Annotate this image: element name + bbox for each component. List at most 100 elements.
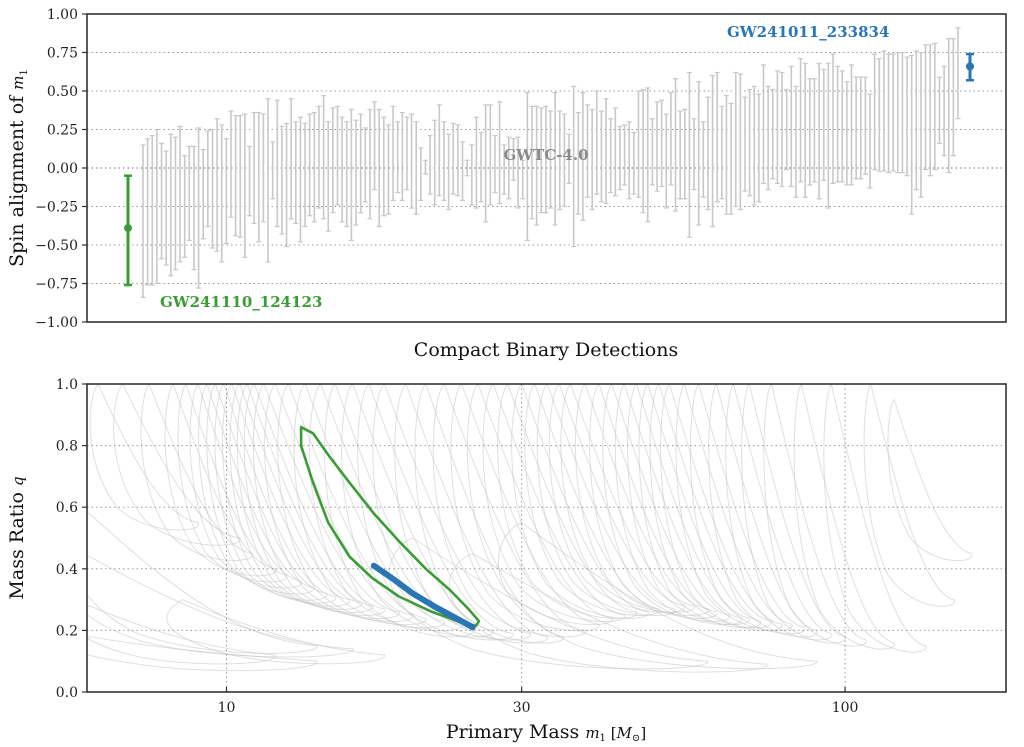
- catalog-contour: [372, 384, 531, 641]
- catalog-error-bar: [251, 111, 257, 225]
- catalog-error-bar: [617, 125, 623, 191]
- catalog-contour: [614, 384, 743, 626]
- spin-alignment-panel: −1.00 −0.75 −0.50 −0.25 0.00 0.25 0.50 0.75 1.00…: [6, 7, 1007, 361]
- catalog-error-bar: [932, 42, 938, 171]
- top-y-axis-symbol: m: [9, 76, 27, 90]
- catalog-error-bar: [362, 127, 368, 203]
- catalog-error-bar: [473, 116, 479, 209]
- median-marker: [966, 62, 974, 71]
- catalog-error-bar: [168, 133, 174, 277]
- catalog-contour: [87, 636, 318, 672]
- catalog-error-bar: [154, 128, 160, 285]
- catalog-error-bar: [862, 76, 868, 175]
- catalog-contour: [189, 384, 302, 589]
- catalog-contour: [389, 537, 709, 670]
- catalog-contour: [524, 384, 660, 616]
- catalog-error-bar: [645, 87, 651, 223]
- catalog-error-bar: [950, 38, 956, 157]
- highlight-low-error-bar: [124, 174, 132, 287]
- catalog-error-bar: [936, 76, 942, 144]
- bottom-x-axis-label: Primary Mass m1 [M⊙]: [446, 721, 646, 744]
- catalog-error-bar: [700, 121, 706, 198]
- catalog-contour: [708, 384, 818, 638]
- bottom-plot-frame: [86, 383, 1007, 693]
- catalog-contour: [89, 384, 199, 531]
- catalog-contour: [548, 384, 686, 613]
- bottom-y-axis-label: Mass Ratio q: [6, 476, 28, 599]
- catalog-contour: [627, 384, 750, 626]
- catalog-error-bar: [580, 91, 586, 221]
- bottom-y-tick-label: 0.4: [56, 562, 78, 578]
- catalog-error-bar: [270, 141, 276, 200]
- catalog-error-bar: [358, 113, 364, 214]
- catalog-contour: [511, 384, 649, 619]
- catalog-error-bar: [798, 58, 804, 183]
- top-y-ticks: −1.00 −0.75 −0.50 −0.25 0.00 0.25 0.50 0.75 1.00: [35, 7, 87, 331]
- catalog-error-bar: [668, 91, 674, 186]
- catalog-error-bar: [293, 121, 299, 225]
- catalog-error-bar: [811, 78, 817, 183]
- catalog-contour: [497, 384, 638, 619]
- catalog-error-bar: [876, 58, 882, 172]
- catalog-error-bar: [223, 138, 229, 245]
- catalog-error-bar: [321, 95, 327, 220]
- catalog-error-bar: [682, 108, 688, 200]
- catalog-error-bar: [719, 105, 725, 200]
- mass-ratio-panel: 0.0 0.2 0.4 0.6 0.8 1.0 10 30 100 Primary Mass …: [6, 377, 1007, 744]
- catalog-error-bar: [802, 62, 808, 198]
- bottom-x-axis-subscript: 1: [600, 733, 606, 744]
- bottom-y-tick-label: 0.8: [56, 439, 78, 455]
- top-y-tick-label: 0.25: [47, 123, 78, 139]
- catalog-contour: [497, 522, 818, 670]
- catalog-contour: [602, 384, 730, 622]
- catalog-error-bar: [659, 99, 665, 188]
- catalog-error-bar: [649, 118, 655, 186]
- catalog-error-bar: [307, 113, 313, 217]
- catalog-contour: [222, 384, 350, 607]
- catalog-error-bar: [219, 124, 225, 263]
- top-y-axis-subscript: 1: [19, 69, 30, 75]
- catalog-error-bar: [228, 110, 234, 218]
- catalog-error-bar: [288, 98, 294, 220]
- top-y-tick-label: 0.75: [47, 46, 78, 62]
- catalog-error-bar: [372, 101, 378, 191]
- catalog-error-bar: [779, 71, 785, 188]
- top-y-tick-label: −0.50: [35, 238, 78, 254]
- catalog-error-bar: [441, 121, 447, 201]
- catalog-error-bar: [196, 127, 202, 289]
- bottom-y-tick-label: 0.2: [56, 623, 78, 639]
- catalog-contour: [357, 384, 514, 641]
- catalog-error-bar: [191, 145, 197, 271]
- catalog-error-bar: [242, 113, 248, 258]
- catalog-error-bar: [265, 98, 271, 263]
- catalog-label: GWTC-4.0: [503, 146, 588, 164]
- catalog-contour: [725, 384, 833, 641]
- highlight-low-contour: [299, 425, 481, 628]
- catalog-error-bar: [344, 121, 350, 228]
- catalog-error-bar: [622, 124, 628, 186]
- catalog-error-bar: [455, 124, 461, 197]
- catalog-error-bar: [872, 53, 878, 171]
- catalog-error-bar: [492, 135, 498, 194]
- catalog-error-bars: [140, 27, 961, 298]
- catalog-error-bar: [793, 85, 799, 198]
- catalog-error-bar: [691, 118, 697, 191]
- catalog-error-bar: [561, 113, 567, 208]
- catalog-error-bar: [177, 125, 183, 263]
- bottom-grid: [87, 384, 1006, 692]
- top-y-tick-label: −1.00: [35, 315, 78, 331]
- catalog-error-bar: [427, 135, 433, 195]
- median-marker: [124, 224, 132, 233]
- catalog-error-bar: [256, 111, 262, 243]
- catalog-error-bar: [765, 85, 771, 191]
- catalog-error-bar: [334, 105, 340, 206]
- catalog-error-bar: [395, 121, 401, 194]
- catalog-contour: [229, 384, 362, 610]
- catalog-error-bar: [626, 121, 632, 200]
- catalog-error-bar: [575, 111, 581, 215]
- catalog-error-bar: [631, 131, 637, 195]
- bottom-y-ticks: 0.0 0.2 0.4 0.6 0.8 1.0: [56, 377, 87, 701]
- catalog-error-bar: [886, 53, 892, 174]
- catalog-error-bar: [330, 107, 336, 214]
